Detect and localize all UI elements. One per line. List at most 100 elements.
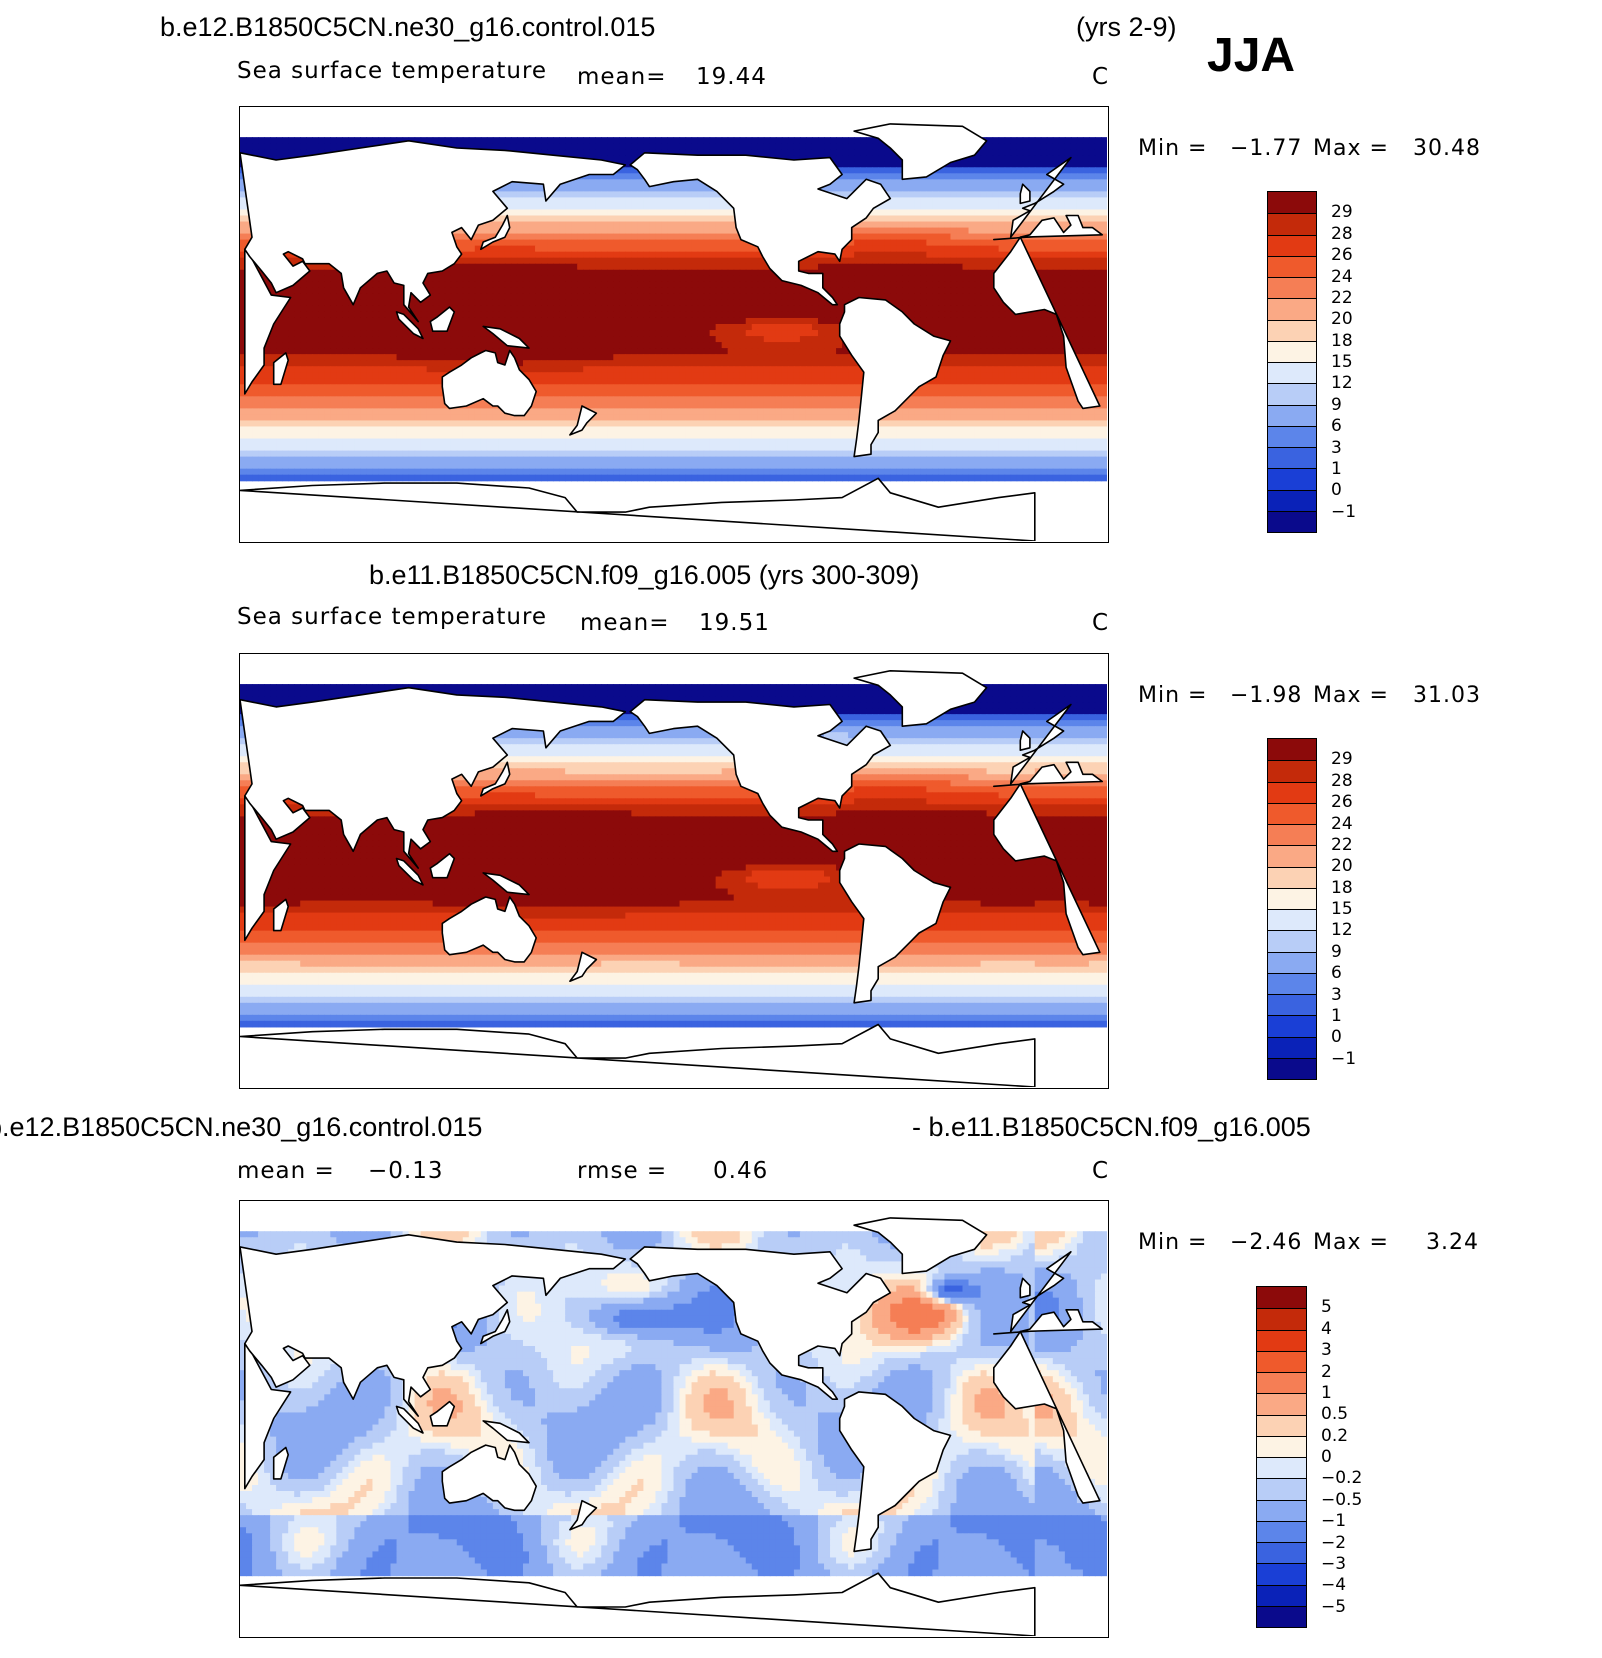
field-cell	[282, 287, 289, 295]
field-cell	[324, 275, 331, 283]
field-cell	[842, 275, 849, 283]
field-cell	[529, 287, 536, 295]
field-cell	[559, 330, 566, 337]
field-cell	[601, 281, 608, 289]
field-cell	[529, 203, 536, 211]
field-cell	[643, 197, 651, 205]
field-cell	[998, 227, 1006, 235]
field-cell	[950, 185, 958, 192]
field-cell	[739, 317, 747, 325]
field-cell	[450, 293, 458, 301]
field-cell	[486, 221, 494, 229]
field-cell	[631, 149, 638, 156]
field-cell	[583, 251, 590, 259]
field-cell	[619, 239, 626, 247]
field-cell	[1070, 311, 1078, 319]
field-cell	[510, 269, 518, 277]
field-cell	[595, 215, 602, 223]
field-cell	[673, 215, 681, 223]
field-cell	[1052, 293, 1060, 301]
field-cell	[474, 245, 482, 253]
field-cell	[1094, 167, 1102, 174]
field-cell	[896, 245, 903, 253]
field-cell	[685, 221, 693, 229]
field-cell	[667, 257, 675, 265]
field-cell	[408, 305, 416, 313]
field-cell	[992, 179, 1000, 186]
field-cell	[492, 251, 500, 259]
field-cell	[703, 263, 711, 271]
field-cell	[968, 293, 976, 301]
field-cell	[884, 179, 891, 186]
field-cell	[282, 330, 289, 337]
field-cell	[480, 311, 488, 319]
field-cell	[1010, 336, 1018, 343]
field-cell	[709, 191, 717, 199]
field-cell	[956, 251, 964, 259]
field-cell	[661, 342, 669, 349]
field-cell	[872, 227, 879, 235]
field-cell	[522, 221, 530, 229]
field-cell	[589, 137, 596, 144]
field-cell	[1076, 251, 1084, 259]
field-cell	[270, 336, 277, 343]
field-cell	[288, 149, 295, 156]
field-cell	[1064, 173, 1072, 180]
field-cell	[926, 311, 933, 319]
field-cell	[1064, 317, 1072, 325]
field-cell	[926, 299, 933, 307]
field-cell	[1058, 311, 1066, 319]
field-cell	[721, 233, 729, 241]
field-cell	[818, 257, 825, 265]
field-cell	[1052, 263, 1060, 271]
field-cell	[691, 299, 699, 307]
field-cell	[637, 287, 644, 295]
field-cell	[860, 287, 867, 295]
field-cell	[1076, 305, 1084, 313]
field-cell	[601, 215, 608, 223]
field-cell	[751, 137, 759, 144]
field-cell	[372, 342, 380, 349]
field-cell	[522, 245, 530, 253]
field-cell	[926, 209, 933, 217]
field-cell	[1082, 149, 1090, 156]
field-cell	[962, 336, 970, 343]
field-cell	[715, 324, 723, 331]
field-cell	[799, 324, 807, 331]
field-cell	[932, 299, 940, 307]
field-cell	[432, 275, 440, 283]
field-cell	[619, 143, 626, 150]
field-cell	[1046, 251, 1054, 259]
field-cell	[679, 324, 687, 331]
field-cell	[805, 311, 813, 319]
field-cell	[571, 179, 578, 186]
field-cell	[661, 137, 669, 144]
field-cell	[848, 149, 855, 156]
field-cell	[902, 233, 909, 241]
field-cell	[938, 227, 946, 235]
field-cell	[1004, 155, 1012, 162]
field-cell	[480, 233, 488, 241]
field-cell	[872, 293, 879, 301]
field-cell	[830, 179, 837, 186]
field-cell	[559, 251, 566, 259]
field-cell	[1058, 233, 1066, 241]
field-cell	[456, 293, 464, 301]
field-cell	[709, 245, 717, 253]
field-cell	[583, 173, 590, 180]
panel1-variable: Sea surface temperature	[237, 58, 547, 84]
field-cell	[324, 311, 331, 319]
field-cell	[1082, 324, 1090, 331]
field-cell	[1094, 149, 1102, 156]
field-cell	[553, 251, 560, 259]
field-cell	[516, 227, 524, 235]
field-cell	[733, 233, 741, 241]
field-cell	[890, 173, 897, 180]
field-cell	[583, 269, 590, 277]
field-cell	[1022, 149, 1030, 156]
field-cell	[799, 311, 807, 319]
field-cell	[1016, 179, 1024, 186]
field-cell	[1076, 311, 1084, 319]
field-cell	[733, 269, 741, 277]
field-cell	[607, 227, 614, 235]
